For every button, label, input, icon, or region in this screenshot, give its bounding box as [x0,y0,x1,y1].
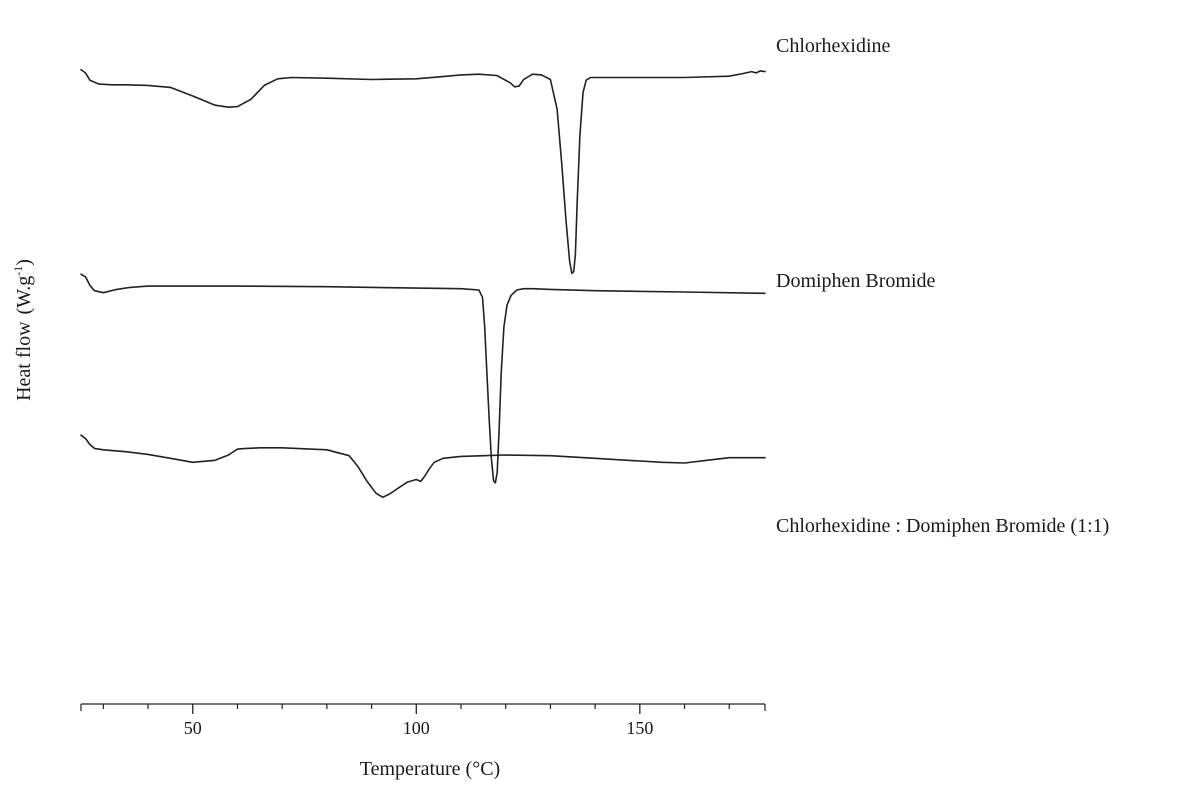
series-label-domiphen-bromide: Domiphen Bromide [776,270,936,292]
x-tick-label: 100 [403,718,430,738]
series-line-chlorhexidine [80,68,766,275]
series-label-layer: Chlorhexidine Domiphen Bromide Chlorhexi… [776,35,1109,537]
x-axis: 50 100 150 [80,703,766,738]
x-axis-ticks: 50 100 150 [80,704,766,738]
series-layer [80,68,766,499]
series-line-domiphen-bromide [80,273,766,484]
y-axis-title-exponent: -1 [11,266,25,276]
y-axis-title-unit: (W.g [13,276,35,315]
x-axis-title: Temperature (°C) [360,758,500,780]
x-tick-label: 50 [184,718,202,738]
y-axis-title-close: ) [13,259,35,266]
series-label-chlorhexidine: Chlorhexidine [776,35,891,57]
y-axis-title: Heat flow (W.g-1) [11,259,35,401]
y-axis-title-main: Heat flow [13,321,35,401]
x-tick-label: 150 [626,718,653,738]
series-line-mixture [80,434,766,499]
series-label-mixture: Chlorhexidine : Domiphen Bromide (1:1) [776,515,1109,537]
